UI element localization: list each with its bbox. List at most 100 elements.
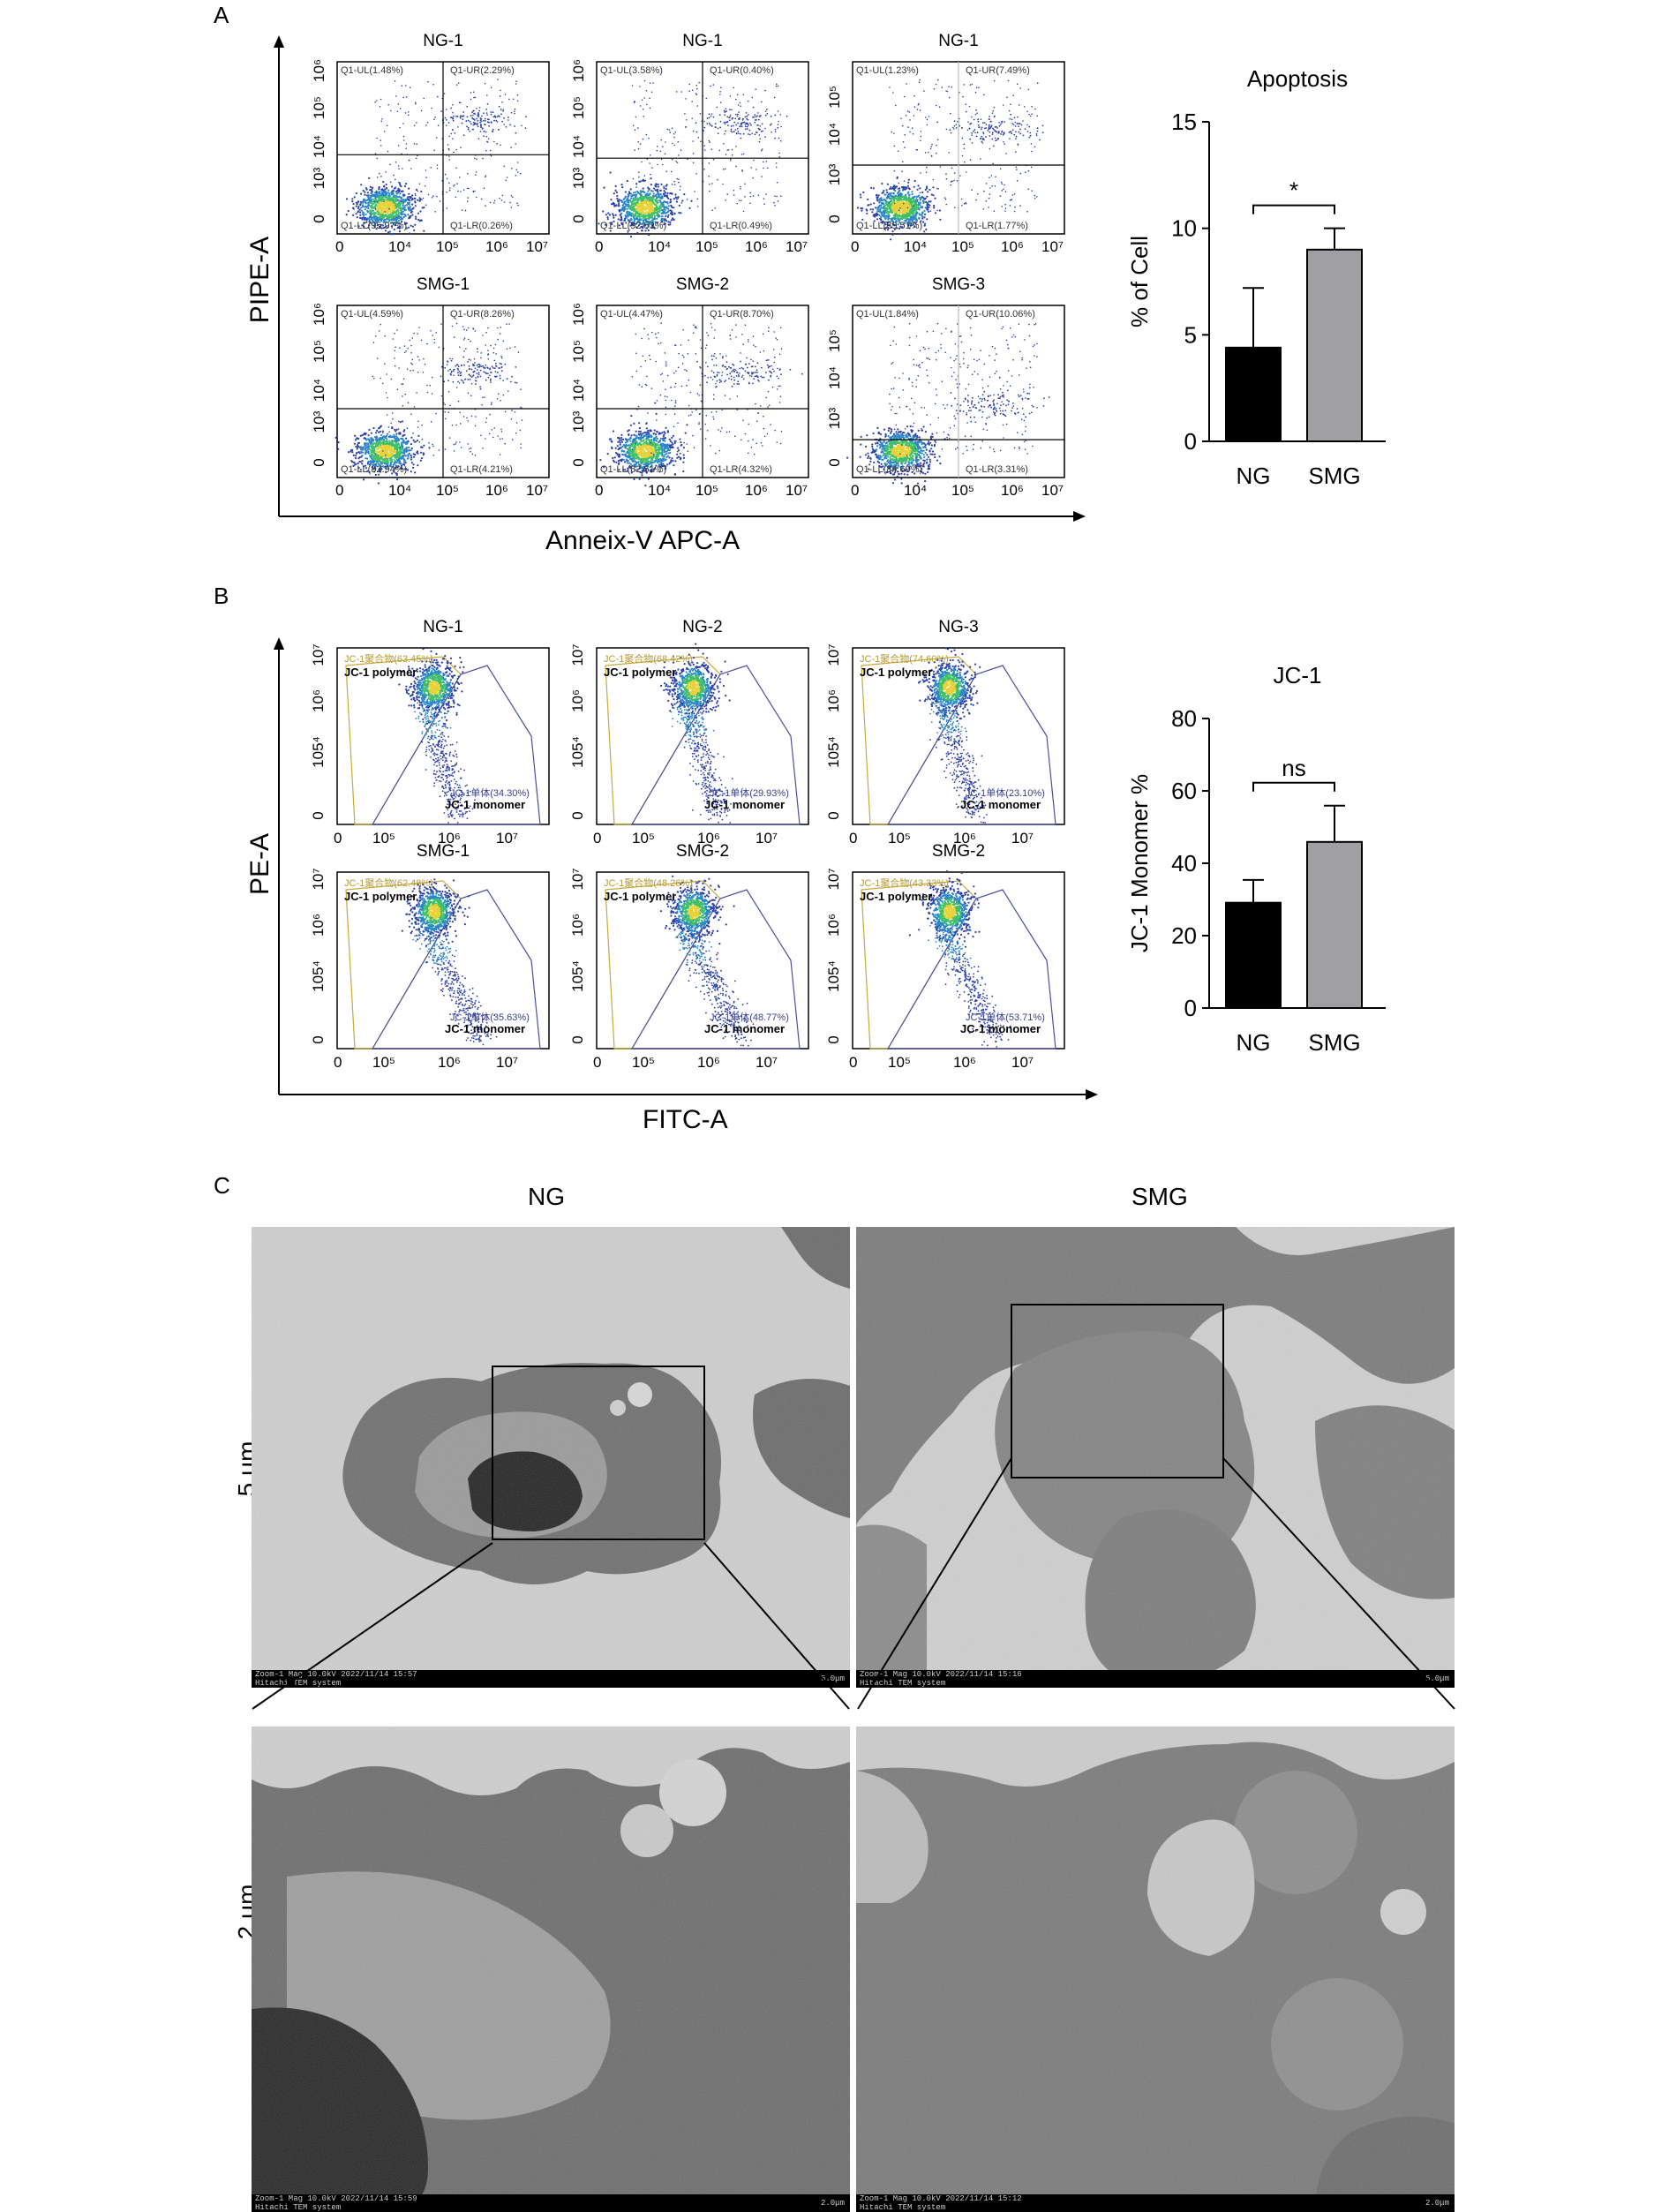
x-tick-label: 0 bbox=[595, 482, 604, 499]
quadrant-label-ul: Q1-UL(1.23%) bbox=[856, 65, 919, 76]
y-tick-label: 0 bbox=[569, 811, 586, 820]
monomer-label: JC-1 monomer bbox=[704, 798, 786, 811]
quadrant-label-ll: Q1-LL(82.94%) bbox=[341, 464, 408, 475]
quadrant-label-ll: Q1-LL(95.97%) bbox=[341, 221, 408, 231]
polymer-label: JC-1 polymer bbox=[860, 890, 933, 903]
x-tick-label: 10⁵ bbox=[888, 830, 911, 846]
quadrant-label-lr: Q1-LR(4.21%) bbox=[450, 464, 513, 475]
y-tick-label: 10⁷ bbox=[310, 643, 327, 666]
flow-plot-a-3: NG-1 Q1-UL(1.23%) Q1-UR(7.49%) Q1-LL(89.51%… bbox=[826, 32, 1065, 255]
quadrant-label-ul: Q1-UL(4.59%) bbox=[341, 309, 403, 320]
y-tick-label: 10⁵ bbox=[311, 340, 327, 363]
flow-plot-a-5: SMG-2 Q1-UL(4.47%) Q1-UR(8.70%) Q1-LL(82.51… bbox=[570, 275, 809, 499]
flow-dots bbox=[659, 875, 755, 1047]
flow-plot-title: NG-1 bbox=[423, 618, 463, 636]
x-tick-label: 10⁶ bbox=[438, 830, 461, 846]
error-bar-smg bbox=[1324, 804, 1345, 842]
x-tick-label: 10⁴ bbox=[648, 482, 672, 499]
panel-c-label: C bbox=[214, 1172, 230, 1199]
monomer-percent-label: JC-1单体(29.93%) bbox=[710, 788, 789, 799]
chart-title: JC-1 bbox=[1274, 662, 1322, 688]
x-tick-label: 10⁷ bbox=[496, 1054, 519, 1071]
y-tick-label: 10⁶ bbox=[825, 914, 842, 937]
quadrant-label-ll: Q1-LL(89.51%) bbox=[856, 221, 923, 231]
panel-a-axes bbox=[274, 35, 1086, 522]
y-tick-label: 10⁷ bbox=[569, 868, 586, 891]
x-tick-label: 0 bbox=[334, 1054, 342, 1071]
quadrant-label-ur: Q1-UR(10.06%) bbox=[966, 309, 1035, 320]
polymer-label: JC-1 polymer bbox=[604, 890, 677, 903]
y-axis-label: % of Cell bbox=[1126, 236, 1153, 327]
y-tick-label: 10⁴ bbox=[826, 122, 843, 147]
x-tick-label: 0 bbox=[334, 830, 342, 846]
x-tick-label: 10⁶ bbox=[485, 482, 508, 499]
polymer-percent-label: JC-1聚合物(68.42%) bbox=[604, 654, 693, 665]
flow-plot-area bbox=[596, 305, 809, 487]
x-tick-label: 0 bbox=[593, 1054, 602, 1071]
y-tick-label: 10⁶ bbox=[569, 914, 586, 937]
x-tick-label: 10⁷ bbox=[1041, 482, 1064, 499]
polymer-percent-label: JC-1聚合物(74.60%) bbox=[860, 654, 949, 665]
y-tick-label: 10⁷ bbox=[569, 643, 586, 666]
y-tick-label: 0 bbox=[311, 214, 327, 223]
x-category-label: SMG bbox=[1308, 1029, 1360, 1056]
y-tick-label: 10⁵ bbox=[311, 96, 327, 119]
y-tick-label: 10⁴ bbox=[311, 134, 327, 159]
y-tick-label: 10³ bbox=[826, 163, 843, 186]
x-category-label: SMG bbox=[1308, 463, 1360, 489]
significance-bracket bbox=[1252, 781, 1335, 792]
x-tick-label: 10⁷ bbox=[756, 1054, 778, 1071]
flow-plot-b-1: NG-1 JC-1聚合物(63.45%) JC-1 polymer JC-1单体(34… bbox=[310, 618, 550, 846]
significance-label: ns bbox=[1282, 755, 1305, 781]
x-tick-label: 10⁶ bbox=[1001, 482, 1024, 499]
y-tick-label: 10⁶ bbox=[310, 914, 327, 937]
y-tick-label: 20 bbox=[1171, 922, 1197, 949]
x-tick-label: 10⁵ bbox=[888, 1054, 911, 1071]
y-tick-label: 10⁶ bbox=[569, 689, 586, 712]
panel-a-label: A bbox=[214, 2, 229, 28]
polymer-percent-label: JC-1聚合物(43.33%) bbox=[860, 878, 949, 889]
flow-plot-title: SMG-3 bbox=[931, 275, 986, 294]
x-tick-label: 10⁵ bbox=[951, 482, 974, 499]
y-tick-label: 10⁵ bbox=[826, 86, 843, 109]
x-tick-label: 10⁵ bbox=[436, 482, 459, 499]
jc1-bar-chart: JC-1 JC-1 Monomer % 0 20 40 60 80 NG SMG ns bbox=[1112, 662, 1412, 1090]
quadrant-label-lr: Q1-LR(0.26%) bbox=[450, 221, 513, 231]
flow-plot-area bbox=[596, 643, 809, 825]
panel-b-y-title: PE-A bbox=[245, 832, 274, 896]
y-tick-label: 105⁴ bbox=[825, 736, 842, 768]
quadrant-label-ul: Q1-UL(1.48%) bbox=[341, 65, 403, 76]
x-tick-label: 10⁷ bbox=[526, 482, 549, 499]
x-tick-label: 10⁶ bbox=[485, 238, 508, 255]
y-tick-label: 10⁷ bbox=[310, 868, 327, 891]
y-tick-label: 10³ bbox=[826, 407, 843, 430]
quadrant-label-ul: Q1-UL(1.84%) bbox=[856, 309, 919, 320]
y-tick-label: 0 bbox=[310, 1035, 327, 1044]
y-axis-label: JC-1 Monomer % bbox=[1126, 774, 1153, 952]
quadrant-label-ur: Q1-UR(8.26%) bbox=[450, 309, 515, 320]
y-tick-label: 10⁷ bbox=[825, 868, 842, 891]
quadrant-label-ul: Q1-UL(4.47%) bbox=[600, 309, 663, 320]
quadrant-label-ll: Q1-LL(84.69%) bbox=[856, 464, 923, 475]
x-tick-label: 10⁴ bbox=[388, 238, 412, 255]
y-tick-label: 0 bbox=[311, 458, 327, 467]
y-tick-label: 10³ bbox=[570, 410, 587, 433]
monomer-percent-label: JC-1单体(48.77%) bbox=[710, 1012, 789, 1023]
polymer-percent-label: JC-1聚合物(48.26%) bbox=[604, 878, 693, 889]
bar-ng bbox=[1225, 901, 1282, 1009]
monomer-label: JC-1 monomer bbox=[960, 798, 1041, 811]
flow-plot-area bbox=[335, 305, 550, 485]
tem-infobar-ng-2um: Zoom-1 Mag 10.0kV 2022/11/14 15:59 Hitach… bbox=[252, 2194, 850, 2212]
flow-dots bbox=[856, 79, 1044, 241]
zoom-connector-lines bbox=[252, 1457, 1455, 1710]
y-tick-label: 0 bbox=[1184, 428, 1197, 455]
tem-infobar-smg-2um: Zoom-1 Mag 10.0kV 2022/11/14 15:12 Hitach… bbox=[856, 2194, 1455, 2212]
x-tick-label: 10⁵ bbox=[632, 830, 655, 846]
x-tick-label: 10⁶ bbox=[697, 830, 720, 846]
y-tick-label: 10⁵ bbox=[570, 340, 587, 363]
flow-dots bbox=[917, 647, 991, 824]
panel-b-axes bbox=[274, 637, 1098, 1100]
tem-image-smg-5um: Zoom-1 Mag 10.0kV 2022/11/14 15:16 Hitach… bbox=[856, 1227, 1455, 1688]
x-tick-label: 0 bbox=[851, 238, 860, 255]
flow-plot-title: SMG-2 bbox=[675, 842, 730, 861]
